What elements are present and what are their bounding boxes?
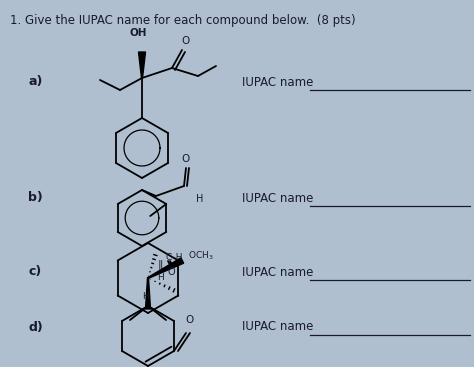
Text: OH: OH: [129, 28, 147, 38]
Text: O: O: [182, 154, 190, 164]
Text: O: O: [186, 315, 194, 325]
Text: a): a): [28, 76, 42, 88]
Text: 1. Give the IUPAC name for each compound below.  (8 pts): 1. Give the IUPAC name for each compound…: [10, 14, 356, 27]
Text: IUPAC name: IUPAC name: [242, 265, 313, 279]
Text: O: O: [182, 36, 190, 46]
Text: H: H: [143, 292, 149, 301]
Text: b): b): [28, 192, 43, 204]
Polygon shape: [148, 258, 183, 279]
Text: C–H: C–H: [166, 253, 183, 262]
Text: IUPAC name: IUPAC name: [242, 76, 313, 88]
Polygon shape: [138, 52, 146, 78]
Text: ‖: ‖: [158, 260, 164, 270]
Polygon shape: [146, 278, 151, 309]
Text: OCH$_3$: OCH$_3$: [188, 249, 214, 262]
Text: IUPAC name: IUPAC name: [242, 320, 313, 334]
Text: c): c): [28, 265, 41, 279]
Text: d): d): [28, 320, 43, 334]
Text: H: H: [196, 194, 203, 204]
Text: IUPAC name: IUPAC name: [242, 192, 313, 204]
Text: O: O: [168, 267, 176, 277]
Text: H: H: [157, 273, 164, 281]
